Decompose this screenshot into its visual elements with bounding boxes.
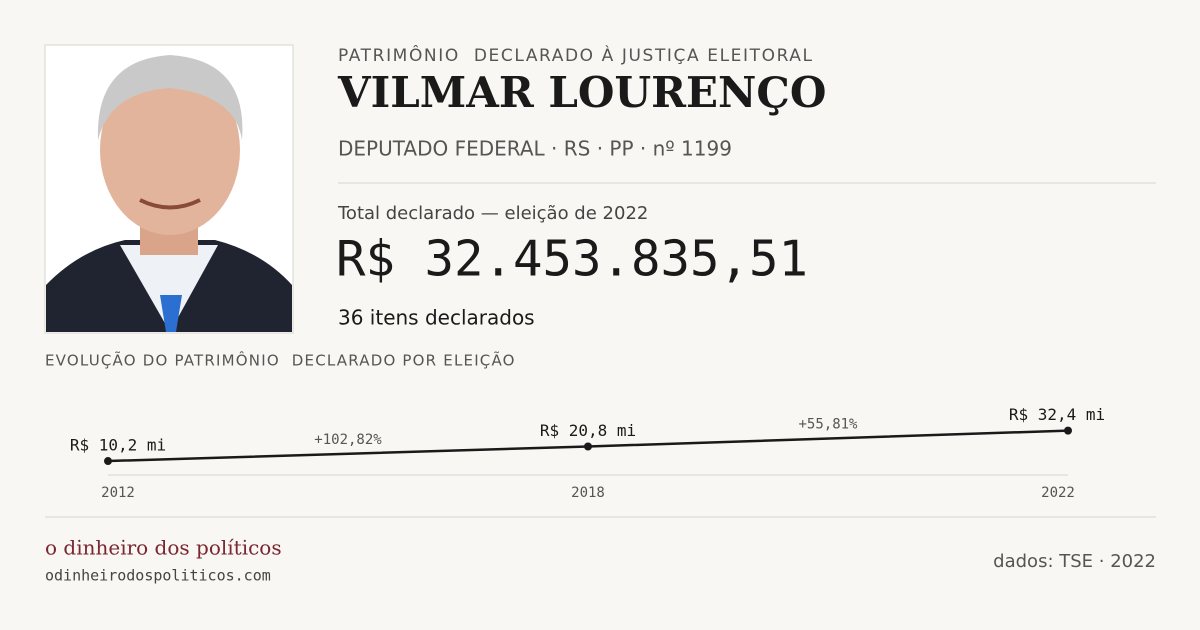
total-value: R$ 32.453.835,51 [336, 231, 808, 288]
point [584, 442, 592, 451]
kicker: PATRIMÔNIO DECLARADO À JUSTIÇA ELEITORAL [338, 44, 814, 66]
chart-title: EVOLUÇÃO DO PATRIMÔNIO DECLARADO POR ELE… [45, 351, 516, 370]
url: odinheirodospoliticos.com [45, 567, 271, 585]
value-label: R$ 20,8 mi [540, 421, 636, 440]
total-label: Total declarado — eleição de 2022 [337, 203, 648, 224]
value-label: R$ 10,2 mi [70, 436, 166, 455]
smile [139, 198, 201, 210]
x-tick-label: 2018 [571, 485, 605, 501]
point [1064, 426, 1072, 435]
point [104, 457, 112, 466]
x-tick-label: 2012 [101, 485, 135, 501]
hair [97, 55, 243, 140]
photo [44, 44, 294, 334]
plot: R$ 10,2 mi 2012 R$ 20,8 mi 2018 R$ 32,4 mi 20… [70, 405, 1105, 501]
subtitle: DEPUTADO FEDERAL · RS · PP · nº 1199 [338, 137, 732, 161]
change-label: +55,81% [798, 417, 858, 433]
x-tick-label: 2022 [1041, 485, 1075, 501]
name: VILMAR LOURENÇO [337, 68, 826, 117]
face [100, 65, 240, 235]
shirt [120, 245, 218, 332]
tie [160, 295, 182, 332]
change-label: +102,82% [314, 432, 382, 448]
item-count: 36 itens declarados [338, 306, 535, 330]
brand: o dinheiro dos políticos [45, 536, 282, 560]
source: dados: TSE · 2022 [993, 551, 1156, 572]
value-label: R$ 32,4 mi [1009, 405, 1105, 424]
